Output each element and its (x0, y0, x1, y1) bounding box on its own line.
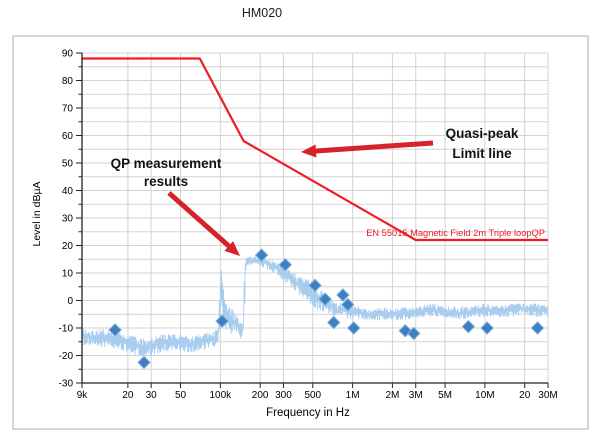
qp-marker (347, 321, 361, 335)
qp-marker (341, 297, 355, 312)
x-tick-label: 20 (519, 390, 531, 401)
y-axis-title: Level in dBµA (31, 181, 43, 246)
annotations: QP measurement results Quasi-peak Limit lin… (111, 126, 545, 256)
x-tick-label: 3M (409, 390, 423, 401)
x-axis-title: Frequency in Hz (266, 407, 350, 419)
limit-line-name-label-text: EN 55015 Magnetic Field 2m Triple loopQP (366, 228, 545, 238)
quasi-peak-limit-line (82, 57, 548, 242)
qp-marker (407, 326, 421, 341)
x-tick-label: 300 (275, 390, 292, 401)
x-tick-label: 10M (475, 390, 494, 401)
chart-frame (12, 35, 589, 430)
qp-marker (108, 323, 122, 337)
quasi-peak-callout-text: Limit line (452, 146, 512, 161)
qp-marker (480, 321, 494, 335)
y-tick-label: 40 (62, 186, 74, 197)
qp-marker (327, 315, 341, 330)
y-tick-label: 50 (62, 159, 74, 170)
qp-marker (215, 314, 229, 328)
qp-marker (530, 321, 545, 335)
qp-marker (278, 258, 293, 272)
x-tick-label: 50 (175, 390, 187, 401)
y-tick-label: 20 (62, 241, 74, 252)
y-tick-label: 80 (62, 76, 74, 87)
y-tick-label: 60 (62, 131, 74, 142)
x-tick-label: 5M (438, 390, 452, 401)
x-tick-label: 1M (346, 390, 360, 401)
y-tick-label: 70 (62, 104, 74, 115)
annotation-arrow-shaft (167, 191, 231, 248)
x-tick-label: 2M (385, 390, 399, 401)
qp-results-callout-text: QP measurement (111, 156, 222, 171)
y-tick-label: 90 (62, 49, 74, 60)
qp-marker (461, 319, 476, 334)
qp-marker (336, 288, 350, 302)
x-tick-label: 30M (538, 390, 557, 401)
qp-marker (254, 248, 269, 262)
quasi-peak-callout-text: Quasi-peak (446, 126, 519, 141)
x-tick-label: 100k (209, 390, 232, 401)
y-tick-label: 30 (62, 214, 74, 225)
qp-marker (308, 278, 322, 293)
x-tick-label: 500 (304, 390, 321, 401)
qp-marker (137, 355, 151, 370)
x-tick-label: 9k (77, 390, 89, 401)
qp-marker (318, 292, 332, 306)
y-tick-label: 10 (62, 269, 74, 280)
y-tick-label: 0 (67, 296, 73, 307)
annotation-arrow-head (301, 144, 317, 158)
y-tick-label: -30 (59, 379, 74, 390)
chart-border (12, 35, 589, 430)
x-tick-label: 30 (146, 390, 158, 401)
y-tick-label: -20 (59, 351, 74, 362)
chart-title: HM020 (242, 6, 282, 20)
annotation-arrow-head (224, 241, 240, 256)
annotation-arrow-shaft (315, 140, 434, 154)
x-tick-label: 20 (122, 390, 134, 401)
series-layer (81, 57, 549, 370)
qp-results-callout-text: results (144, 174, 188, 189)
y-tick-label: -10 (59, 324, 74, 335)
x-tick-label: 200 (252, 390, 269, 401)
measurement-trace (81, 256, 549, 357)
qp-marker (398, 324, 412, 338)
